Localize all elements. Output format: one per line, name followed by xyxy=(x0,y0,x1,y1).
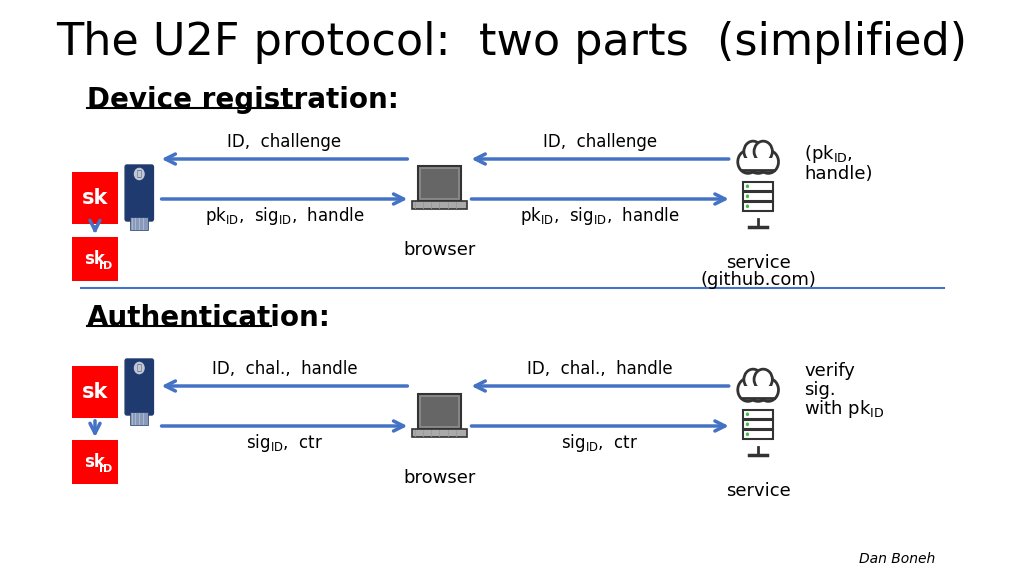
FancyBboxPatch shape xyxy=(418,166,461,200)
Text: browser: browser xyxy=(403,241,475,259)
FancyBboxPatch shape xyxy=(742,410,773,419)
Text: ID,  challenge: ID, challenge xyxy=(543,133,657,151)
FancyBboxPatch shape xyxy=(72,440,118,484)
Bar xyxy=(742,386,773,398)
FancyBboxPatch shape xyxy=(72,237,118,281)
FancyBboxPatch shape xyxy=(421,169,458,198)
Text: pk$_{\rm ID}$,  sig$_{\rm ID}$,  handle: pk$_{\rm ID}$, sig$_{\rm ID}$, handle xyxy=(520,205,680,227)
FancyBboxPatch shape xyxy=(742,430,773,438)
Text: ID: ID xyxy=(98,464,112,474)
FancyBboxPatch shape xyxy=(742,182,773,191)
Text: (github.com): (github.com) xyxy=(700,271,816,289)
Text: sig$_{\rm ID}$,  ctr: sig$_{\rm ID}$, ctr xyxy=(246,432,324,454)
Circle shape xyxy=(743,369,762,390)
Circle shape xyxy=(744,372,771,401)
Circle shape xyxy=(743,141,762,162)
FancyBboxPatch shape xyxy=(130,218,148,230)
Text: verify: verify xyxy=(804,362,855,380)
Text: ID,  chal.,  handle: ID, chal., handle xyxy=(527,360,673,378)
FancyBboxPatch shape xyxy=(421,397,458,426)
Text: ⚿: ⚿ xyxy=(137,169,141,179)
Text: ⚿: ⚿ xyxy=(137,363,141,373)
Circle shape xyxy=(737,378,758,401)
Circle shape xyxy=(744,143,771,173)
FancyBboxPatch shape xyxy=(130,411,148,425)
Text: ID: ID xyxy=(98,261,112,271)
Circle shape xyxy=(745,195,750,198)
Circle shape xyxy=(758,378,778,401)
Circle shape xyxy=(745,433,750,436)
Text: sk: sk xyxy=(85,250,105,268)
FancyBboxPatch shape xyxy=(72,172,118,224)
Circle shape xyxy=(737,150,758,173)
FancyBboxPatch shape xyxy=(412,200,467,209)
Bar xyxy=(742,158,773,170)
FancyBboxPatch shape xyxy=(412,429,467,437)
Circle shape xyxy=(133,167,145,181)
Circle shape xyxy=(754,369,772,390)
Circle shape xyxy=(745,412,750,416)
Text: sk: sk xyxy=(82,188,109,208)
Text: Dan Boneh: Dan Boneh xyxy=(859,552,935,566)
Text: handle): handle) xyxy=(804,165,872,183)
FancyBboxPatch shape xyxy=(742,192,773,200)
Circle shape xyxy=(133,361,145,375)
Text: ID,  challenge: ID, challenge xyxy=(227,133,342,151)
Circle shape xyxy=(745,184,750,188)
FancyBboxPatch shape xyxy=(125,165,154,221)
FancyBboxPatch shape xyxy=(72,366,118,418)
Circle shape xyxy=(754,141,772,162)
Text: Authentication:: Authentication: xyxy=(87,304,331,332)
Circle shape xyxy=(745,422,750,426)
Text: browser: browser xyxy=(403,469,475,487)
FancyBboxPatch shape xyxy=(418,394,461,429)
Text: sk: sk xyxy=(85,453,105,471)
Text: sig.: sig. xyxy=(804,381,836,399)
FancyBboxPatch shape xyxy=(742,202,773,211)
Text: service: service xyxy=(726,482,791,500)
Text: pk$_{\rm ID}$,  sig$_{\rm ID}$,  handle: pk$_{\rm ID}$, sig$_{\rm ID}$, handle xyxy=(205,205,365,227)
Text: ID,  chal.,  handle: ID, chal., handle xyxy=(212,360,357,378)
Text: sig$_{\rm ID}$,  ctr: sig$_{\rm ID}$, ctr xyxy=(561,432,639,454)
Text: sk: sk xyxy=(82,382,109,402)
Text: The U2F protocol:  two parts  (simplified): The U2F protocol: two parts (simplified) xyxy=(56,21,968,64)
FancyBboxPatch shape xyxy=(125,359,154,415)
Text: service: service xyxy=(726,254,791,272)
Text: with pk$_{\rm ID}$: with pk$_{\rm ID}$ xyxy=(804,398,885,420)
Text: (pk$_{\rm ID}$,: (pk$_{\rm ID}$, xyxy=(804,143,853,165)
FancyBboxPatch shape xyxy=(742,420,773,429)
Circle shape xyxy=(745,204,750,208)
Circle shape xyxy=(758,150,778,173)
Text: Device registration:: Device registration: xyxy=(87,86,399,114)
